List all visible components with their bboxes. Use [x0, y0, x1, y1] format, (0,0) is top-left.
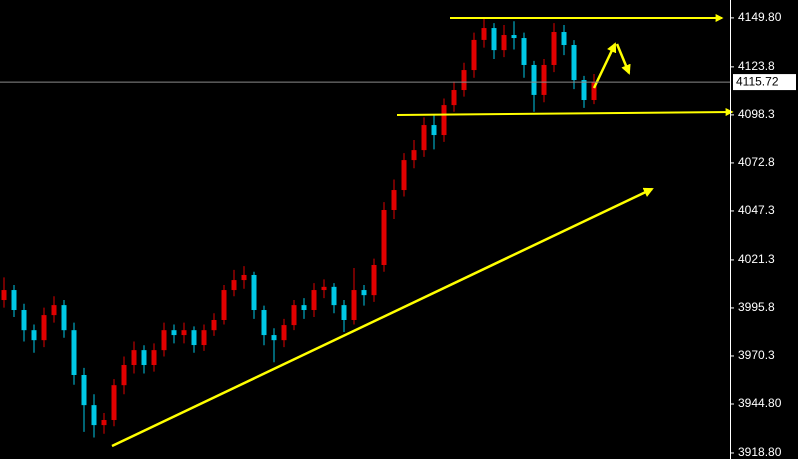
annotations — [111, 14, 734, 448]
last-price-label: 4115.72 — [736, 74, 779, 88]
candle-body — [191, 330, 197, 346]
y-tick-label: 4072.8 — [738, 155, 775, 169]
candle-body — [511, 35, 517, 39]
candle-body — [31, 330, 37, 341]
candle-body — [381, 210, 387, 266]
candle-body — [51, 305, 57, 316]
y-tick-label: 4149.80 — [738, 10, 782, 24]
candle-body — [81, 374, 87, 406]
down-arrow — [615, 43, 631, 75]
candle-body — [131, 350, 137, 366]
candle-body — [21, 310, 27, 331]
candle-body — [61, 305, 67, 331]
candle-body — [121, 365, 127, 386]
candle-body — [201, 330, 207, 346]
candle-body — [311, 290, 317, 311]
candle-body — [581, 80, 587, 101]
candle-body — [551, 32, 557, 65]
y-tick-label: 3970.3 — [738, 348, 775, 362]
candle-body — [461, 70, 467, 91]
candle-body — [331, 286, 337, 306]
trend-line — [111, 187, 654, 448]
candle-body — [411, 150, 417, 161]
candle-body — [111, 385, 117, 421]
candle-body — [391, 190, 397, 211]
last-price-box — [733, 74, 796, 91]
candle-body — [171, 330, 177, 336]
candle-body — [451, 90, 457, 106]
candle-body — [211, 320, 217, 331]
y-tick-label: 4123.8 — [738, 59, 775, 73]
candle-body — [321, 286, 327, 291]
candle-body — [481, 28, 487, 40]
candle-body — [11, 290, 17, 311]
candle-body — [241, 274, 247, 281]
candle-body — [351, 290, 357, 321]
candle-body — [91, 405, 97, 426]
candle-body — [281, 325, 287, 341]
candle-body — [221, 290, 227, 321]
y-tick-label: 3918.80 — [738, 445, 782, 459]
candle-body — [571, 45, 577, 81]
y-tick-label: 4021.3 — [738, 252, 775, 266]
y-tick-label: 3944.80 — [738, 396, 782, 410]
candle-body — [151, 350, 157, 366]
candle-body — [401, 160, 407, 191]
candle-body — [471, 39, 477, 71]
up-arrow — [592, 42, 617, 89]
candle-body — [341, 305, 347, 321]
y-tick-label: 3995.8 — [738, 300, 775, 314]
candle-body — [261, 310, 267, 336]
y-tick-label: 4098.3 — [738, 107, 775, 121]
candle-body — [181, 330, 187, 336]
candle-body — [101, 420, 107, 426]
candle-body — [251, 274, 257, 311]
candle-body — [501, 35, 507, 51]
candle-body — [371, 265, 377, 296]
candle-body — [521, 38, 527, 65]
candle-body — [441, 105, 447, 136]
support-line — [396, 108, 734, 117]
candle-body — [161, 330, 167, 351]
candle-body — [361, 290, 367, 296]
candle-body — [291, 305, 297, 326]
candle-body — [1, 290, 7, 301]
candle-body — [421, 125, 427, 151]
candle-body — [41, 315, 47, 341]
plot-area — [1, 17, 597, 438]
candle-body — [271, 335, 277, 341]
candle-body — [301, 305, 307, 311]
candle-body — [431, 125, 437, 136]
candle-body — [541, 64, 547, 95]
candle-body — [531, 64, 537, 95]
y-tick-label: 4047.3 — [738, 203, 775, 217]
candle-body — [141, 350, 147, 366]
candle-body — [591, 82, 597, 101]
candle-body — [561, 32, 567, 46]
candle-body — [231, 280, 237, 291]
candle-body — [71, 330, 77, 375]
candle-body — [491, 28, 497, 51]
